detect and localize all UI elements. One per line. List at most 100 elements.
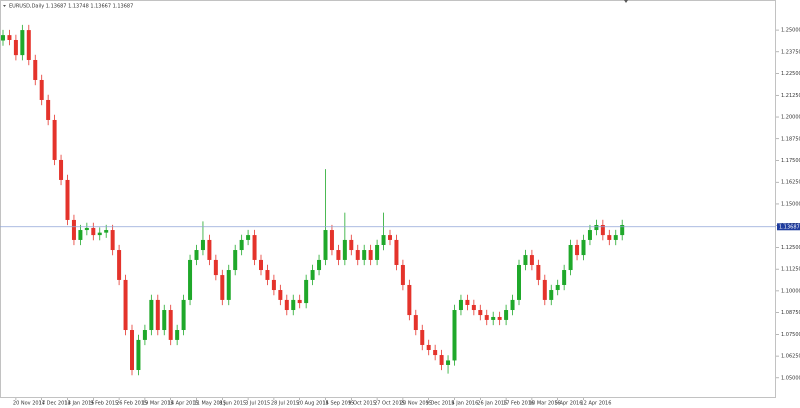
candle-body — [33, 59, 38, 80]
candle-body — [259, 259, 263, 271]
candle-body — [323, 230, 328, 260]
candle-body — [375, 244, 380, 260]
candle-body — [484, 315, 489, 320]
y-tick-label: 1.25000 — [781, 28, 800, 34]
candle-body — [446, 360, 451, 365]
y-tick-label: 1.16250 — [781, 180, 800, 186]
candle-body — [284, 299, 289, 311]
candle-body — [336, 250, 341, 260]
candle-body — [510, 299, 515, 311]
candle-body — [620, 224, 625, 236]
candle-body — [78, 230, 83, 240]
candle-body — [194, 250, 199, 260]
candle-body — [349, 239, 354, 251]
x-tick-label: 19 Mar 2015 — [142, 401, 174, 407]
candle-body — [123, 279, 128, 331]
candle-body — [478, 310, 483, 316]
candle-body — [575, 244, 580, 256]
candle-body — [271, 279, 276, 291]
candle-body — [452, 310, 457, 361]
candle-body — [426, 344, 431, 351]
candle-body — [458, 299, 463, 311]
candle-body — [317, 259, 322, 271]
candle-body — [136, 339, 141, 371]
candle-body — [362, 250, 367, 260]
candle-body — [200, 239, 205, 251]
candle-body — [46, 99, 51, 120]
candle-body — [594, 224, 599, 231]
symbol-icon — [3, 5, 6, 7]
x-tick-label: 12 Apr 2016 — [581, 401, 612, 407]
y-tick-label: 1.17500 — [781, 158, 800, 164]
candle-body — [368, 250, 373, 260]
x-tick-label: 14 Sep 2015 — [323, 401, 355, 407]
candle-body — [168, 310, 173, 340]
candle-body — [433, 350, 438, 356]
x-tick-label: 10 Mar 2016 — [529, 401, 561, 407]
x-tick-label: 28 Jul 2015 — [271, 401, 299, 407]
candle-body — [523, 255, 528, 265]
candle-body — [581, 239, 586, 256]
candle-body — [246, 235, 251, 240]
candle-body — [420, 330, 425, 345]
candle-body — [549, 290, 554, 300]
x-tick-label: 27 Oct 2015 — [374, 401, 405, 407]
candle-body — [504, 310, 509, 320]
y-tick-label: 1.15000 — [781, 201, 800, 207]
candle-body — [239, 239, 244, 251]
chart-title: EURUSD,Daily 1.13687 1.13748 1.13667 1.1… — [9, 4, 133, 10]
candle-body — [497, 316, 502, 320]
candle-body — [149, 299, 154, 331]
candle-body — [20, 30, 25, 56]
candle-body — [7, 35, 12, 40]
candle-body — [226, 270, 231, 300]
candle-body — [465, 299, 470, 305]
candle-body — [233, 250, 238, 271]
x-tick-label: 13 Jan 2015 — [65, 401, 95, 407]
candle-body — [130, 330, 134, 371]
candle-body — [413, 315, 418, 331]
candle-body — [59, 159, 64, 180]
candle-body — [329, 230, 334, 251]
candle-body — [297, 299, 302, 304]
y-tick-label: 1.07500 — [781, 332, 800, 338]
y-tick-label: 1.12500 — [781, 245, 800, 251]
y-tick-label: 1.23750 — [781, 49, 800, 55]
y-tick-label: 1.08750 — [781, 310, 800, 316]
candle-body — [587, 230, 592, 240]
candle-body — [175, 330, 180, 340]
candle-body — [355, 250, 360, 260]
y-tick-label: 1.06250 — [781, 354, 800, 360]
candle-body — [613, 235, 618, 240]
candle-body — [117, 250, 122, 280]
x-tick-label: 11 May 2015 — [194, 401, 227, 407]
y-tick-label: 1.21250 — [781, 93, 800, 99]
y-tick-label: 1.18750 — [781, 136, 800, 142]
candle-body — [394, 239, 399, 265]
candle-body — [555, 284, 560, 291]
candle-body — [381, 235, 386, 245]
candle-body — [52, 119, 57, 160]
candle-body — [278, 290, 283, 300]
x-tick-label: 17 Feb 2016 — [503, 401, 534, 407]
candle-body — [342, 239, 347, 260]
candle-body — [252, 235, 257, 260]
x-tick-label: 5 Apr 2016 — [555, 401, 583, 407]
candle-body — [39, 79, 44, 100]
candle-body — [265, 270, 270, 280]
x-tick-label: 9 Oct 2015 — [348, 401, 376, 407]
x-tick-label: 26 Jan 2016 — [477, 401, 507, 407]
x-tick-label: 26 Feb 2015 — [116, 401, 147, 407]
x-tick-label: 14 Apr 2015 — [168, 401, 199, 407]
candle-body — [91, 227, 96, 236]
candle-body — [71, 219, 76, 240]
x-tick-label: 20 Aug 2015 — [297, 401, 329, 407]
x-tick-label: 17 Dec 2014 — [39, 401, 71, 407]
candle-body — [104, 230, 109, 233]
y-tick-label: 1.20000 — [781, 115, 800, 121]
shift-marker — [624, 0, 628, 3]
candle-body — [84, 227, 89, 231]
candle-body — [562, 270, 567, 285]
candle-body — [304, 279, 309, 304]
candle-body — [97, 232, 102, 236]
